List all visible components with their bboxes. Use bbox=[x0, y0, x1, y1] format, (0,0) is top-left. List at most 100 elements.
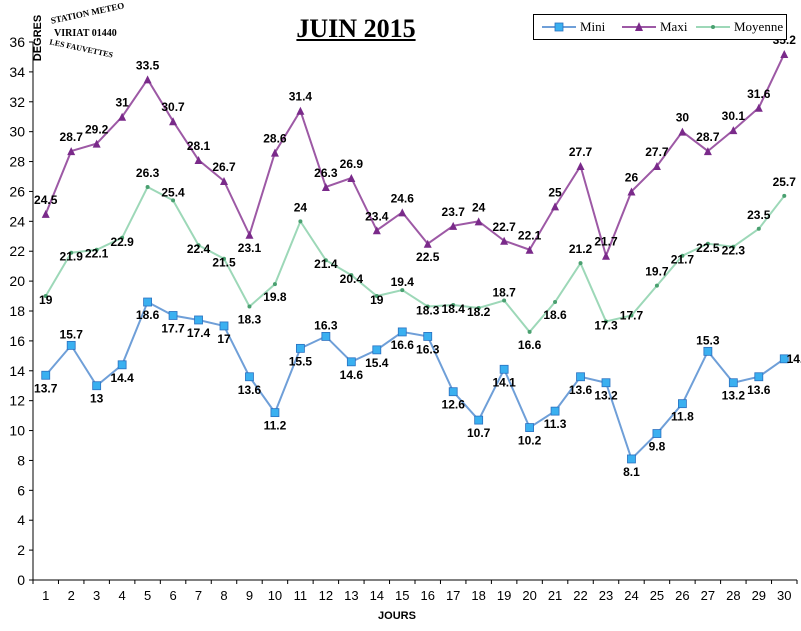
point-mini bbox=[448, 387, 458, 397]
point-moyenne bbox=[196, 243, 201, 248]
legend-item-maxi: Maxi bbox=[622, 18, 687, 36]
point-mini bbox=[576, 372, 585, 382]
series-line-moyenne bbox=[44, 185, 786, 334]
point-maxi bbox=[270, 148, 279, 157]
data-label-maxi: 24.6 bbox=[391, 191, 415, 205]
data-label-mini: 14.8 bbox=[787, 352, 801, 366]
data-label-mini: 13.2 bbox=[594, 389, 618, 403]
y-tick-label: 10 bbox=[9, 423, 25, 439]
point-maxi bbox=[602, 251, 610, 260]
data-label-moyenne: 19.8 bbox=[263, 290, 287, 304]
point-maxi bbox=[423, 239, 432, 248]
y-tick-label: 4 bbox=[17, 512, 25, 528]
x-tick-label: 12 bbox=[319, 588, 333, 603]
x-tick-label: 1 bbox=[42, 588, 49, 603]
data-label-mini: 13 bbox=[90, 392, 104, 406]
data-label-moyenne: 18.7 bbox=[492, 286, 516, 300]
data-label-mini: 13.2 bbox=[722, 389, 746, 403]
x-tick-label: 20 bbox=[522, 588, 536, 603]
point-mini bbox=[550, 406, 560, 416]
point-moyenne bbox=[553, 300, 558, 305]
legend-swatch-moyenne bbox=[696, 25, 730, 29]
y-tick-label: 14 bbox=[9, 363, 25, 379]
data-label-moyenne: 23.5 bbox=[747, 208, 771, 222]
point-moyenne bbox=[120, 235, 125, 240]
data-label-mini: 17.4 bbox=[187, 326, 211, 340]
x-tick-label: 7 bbox=[195, 588, 202, 603]
x-tick-label: 26 bbox=[675, 588, 689, 603]
y-tick-label: 28 bbox=[9, 154, 25, 170]
point-mini bbox=[194, 315, 203, 325]
point-moyenne bbox=[374, 294, 379, 299]
point-maxi bbox=[372, 226, 381, 235]
data-label-maxi: 28.7 bbox=[696, 130, 720, 144]
point-maxi bbox=[576, 162, 585, 171]
point-mini bbox=[754, 372, 764, 382]
point-maxi bbox=[194, 156, 203, 165]
data-label-moyenne: 21.5 bbox=[212, 256, 236, 270]
point-mini bbox=[652, 429, 662, 438]
stamp-line-3: LES FAUVETTES bbox=[48, 37, 114, 60]
point-maxi bbox=[627, 187, 636, 196]
data-label-mini: 13.7 bbox=[34, 381, 58, 395]
data-label-mini: 16.3 bbox=[416, 342, 440, 356]
data-label-moyenne: 22.5 bbox=[696, 241, 720, 255]
y-tick-label: 0 bbox=[17, 572, 25, 588]
point-moyenne bbox=[578, 261, 583, 266]
x-tick-label: 18 bbox=[471, 588, 485, 603]
point-maxi bbox=[220, 176, 228, 185]
legend-item-moyenne: Moyenne bbox=[696, 18, 783, 36]
data-label-moyenne: 22.3 bbox=[722, 244, 746, 258]
data-label-maxi: 27.7 bbox=[569, 145, 593, 159]
data-label-maxi: 26.7 bbox=[212, 160, 236, 174]
x-tick-label: 9 bbox=[246, 588, 253, 603]
series-line-maxi bbox=[44, 53, 786, 259]
point-maxi bbox=[41, 209, 50, 218]
point-moyenne bbox=[680, 253, 685, 258]
data-label-moyenne: 22.9 bbox=[110, 235, 134, 249]
data-label-moyenne: 21.9 bbox=[60, 250, 84, 264]
data-label-mini: 10.2 bbox=[518, 434, 542, 448]
point-moyenne bbox=[247, 304, 252, 309]
point-maxi bbox=[67, 147, 76, 156]
x-tick-label: 16 bbox=[420, 588, 434, 603]
point-mini bbox=[678, 399, 687, 409]
data-label-moyenne: 26.3 bbox=[136, 166, 160, 180]
data-label-maxi: 33.5 bbox=[136, 58, 160, 72]
x-tick-label: 29 bbox=[752, 588, 766, 603]
point-mini bbox=[474, 415, 484, 425]
data-label-mini: 15.3 bbox=[696, 333, 720, 347]
data-label-maxi: 23.1 bbox=[238, 241, 262, 255]
point-maxi bbox=[500, 236, 509, 245]
point-moyenne bbox=[629, 313, 634, 318]
data-label-moyenne: 25.4 bbox=[161, 185, 185, 199]
x-tick-label: 11 bbox=[294, 588, 308, 603]
y-tick-label: 22 bbox=[9, 243, 25, 259]
data-label-maxi: 28.6 bbox=[263, 132, 287, 146]
point-maxi bbox=[703, 147, 712, 156]
legend-label-maxi: Maxi bbox=[660, 19, 688, 34]
y-tick-label: 26 bbox=[9, 183, 25, 199]
data-label-maxi: 27.7 bbox=[645, 145, 669, 159]
data-label-mini: 13.6 bbox=[238, 383, 262, 397]
y-tick-label: 16 bbox=[9, 333, 25, 349]
point-maxi bbox=[321, 182, 330, 191]
point-maxi bbox=[754, 103, 763, 112]
x-tick-label: 6 bbox=[169, 588, 176, 603]
point-maxi bbox=[449, 221, 458, 230]
data-label-maxi: 30 bbox=[676, 111, 690, 125]
data-label-maxi: 23.4 bbox=[365, 209, 389, 223]
point-moyenne bbox=[756, 226, 761, 231]
point-moyenne bbox=[476, 306, 481, 311]
point-moyenne bbox=[171, 198, 176, 203]
data-label-moyenne: 22.1 bbox=[85, 247, 109, 261]
data-label-maxi: 26.9 bbox=[340, 157, 364, 171]
point-maxi bbox=[525, 245, 534, 254]
point-moyenne bbox=[94, 247, 99, 252]
point-moyenne bbox=[222, 256, 226, 261]
point-mini bbox=[219, 321, 229, 331]
legend: Mini Maxi Moyenne bbox=[533, 14, 787, 40]
data-label-mini: 12.6 bbox=[442, 398, 466, 412]
data-label-mini: 11.2 bbox=[264, 419, 287, 433]
